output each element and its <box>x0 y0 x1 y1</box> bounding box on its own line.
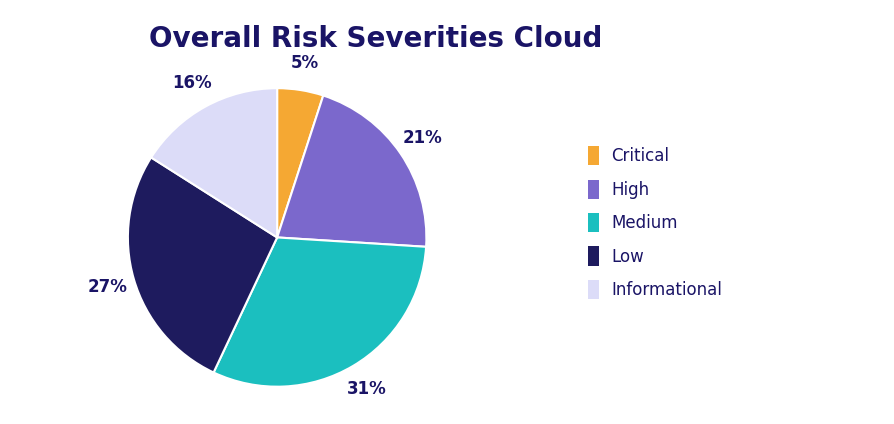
Wedge shape <box>277 95 426 247</box>
Wedge shape <box>277 88 324 237</box>
Text: 31%: 31% <box>347 380 387 398</box>
Wedge shape <box>128 157 277 372</box>
Text: Overall Risk Severities Cloud: Overall Risk Severities Cloud <box>148 25 603 53</box>
Wedge shape <box>214 237 426 387</box>
Wedge shape <box>151 88 277 237</box>
Text: 21%: 21% <box>403 129 443 148</box>
Text: 5%: 5% <box>291 55 319 73</box>
Text: 16%: 16% <box>173 74 212 92</box>
Text: 27%: 27% <box>89 278 128 296</box>
Legend: Critical, High, Medium, Low, Informational: Critical, High, Medium, Low, Information… <box>587 146 721 299</box>
